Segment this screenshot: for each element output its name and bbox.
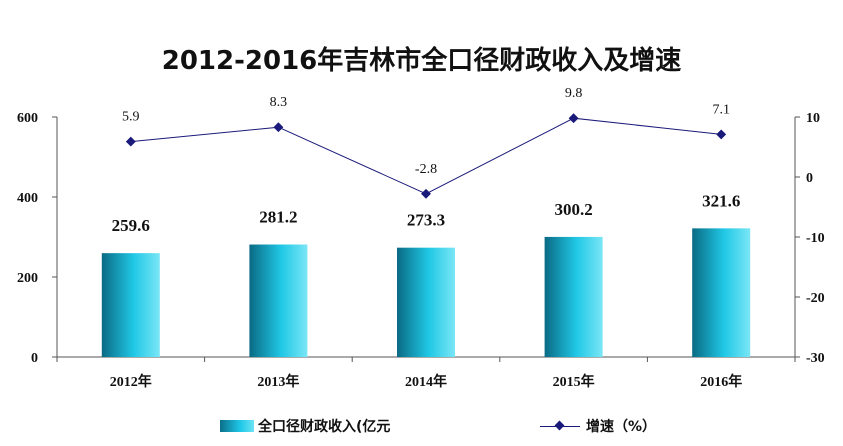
line-marker <box>421 188 431 199</box>
line-marker <box>125 136 136 147</box>
bar <box>397 247 455 357</box>
right-tick-label: 0 <box>806 171 813 186</box>
bar <box>101 253 160 357</box>
x-tick-label: 2016年 <box>700 373 742 390</box>
bar <box>692 228 751 357</box>
line-marker <box>568 113 579 124</box>
line-data-label: 9.8 <box>565 86 583 101</box>
line-path <box>130 117 722 195</box>
x-tick-label: 2013年 <box>257 373 299 390</box>
bar-data-label: 273.3 <box>407 211 445 230</box>
legend-line-label: 增速（%） <box>586 419 657 435</box>
x-tick-label: 2015年 <box>553 373 595 390</box>
line-marker <box>273 122 284 133</box>
legend-bar-swatch <box>220 420 254 432</box>
bar-data-label: 259.6 <box>112 216 150 235</box>
bar <box>249 244 308 357</box>
bar-data-label: 281.2 <box>259 208 297 227</box>
left-tick-label: 400 <box>17 191 38 206</box>
axes-group: 0 200 400 600 -30 -20 -10 0 10 2012年 2013年 2014年 201… <box>17 111 825 390</box>
data-labels: 259.6 281.2 273.3 300.2 321.6 5.9 8.3 -2.8 9.8 7.… <box>112 86 741 235</box>
line-series <box>125 113 727 199</box>
right-tick-label: -10 <box>806 231 825 246</box>
line-data-label: -2.8 <box>415 162 437 177</box>
right-tick-label: 10 <box>806 111 820 126</box>
line-marker <box>716 129 727 140</box>
bar-series <box>101 228 751 357</box>
bar <box>544 236 603 357</box>
left-tick-label: 0 <box>31 351 38 366</box>
x-tick-label: 2014年 <box>405 373 447 390</box>
chart-title: 2012-2016年吉林市全口径财政收入及增速 <box>161 46 682 76</box>
right-tick-label: -20 <box>806 291 825 306</box>
legend-line-swatch <box>540 420 580 432</box>
left-tick-label: 200 <box>17 271 38 286</box>
bar-data-label: 300.2 <box>554 200 592 219</box>
legend-line: 增速（%） <box>540 416 656 436</box>
line-data-label: 5.9 <box>122 110 140 125</box>
right-tick-label: -30 <box>806 351 825 366</box>
legend-bar-label: 全口径财政收入(亿元 <box>258 419 391 435</box>
x-tick-label: 2012年 <box>110 373 152 390</box>
line-data-label: 8.3 <box>270 95 288 110</box>
left-tick-label: 600 <box>17 111 38 126</box>
legend-bar: 全口径财政收入(亿元 <box>220 416 390 436</box>
line-data-label: 7.1 <box>712 102 730 117</box>
bar-data-label: 321.6 <box>702 191 740 210</box>
